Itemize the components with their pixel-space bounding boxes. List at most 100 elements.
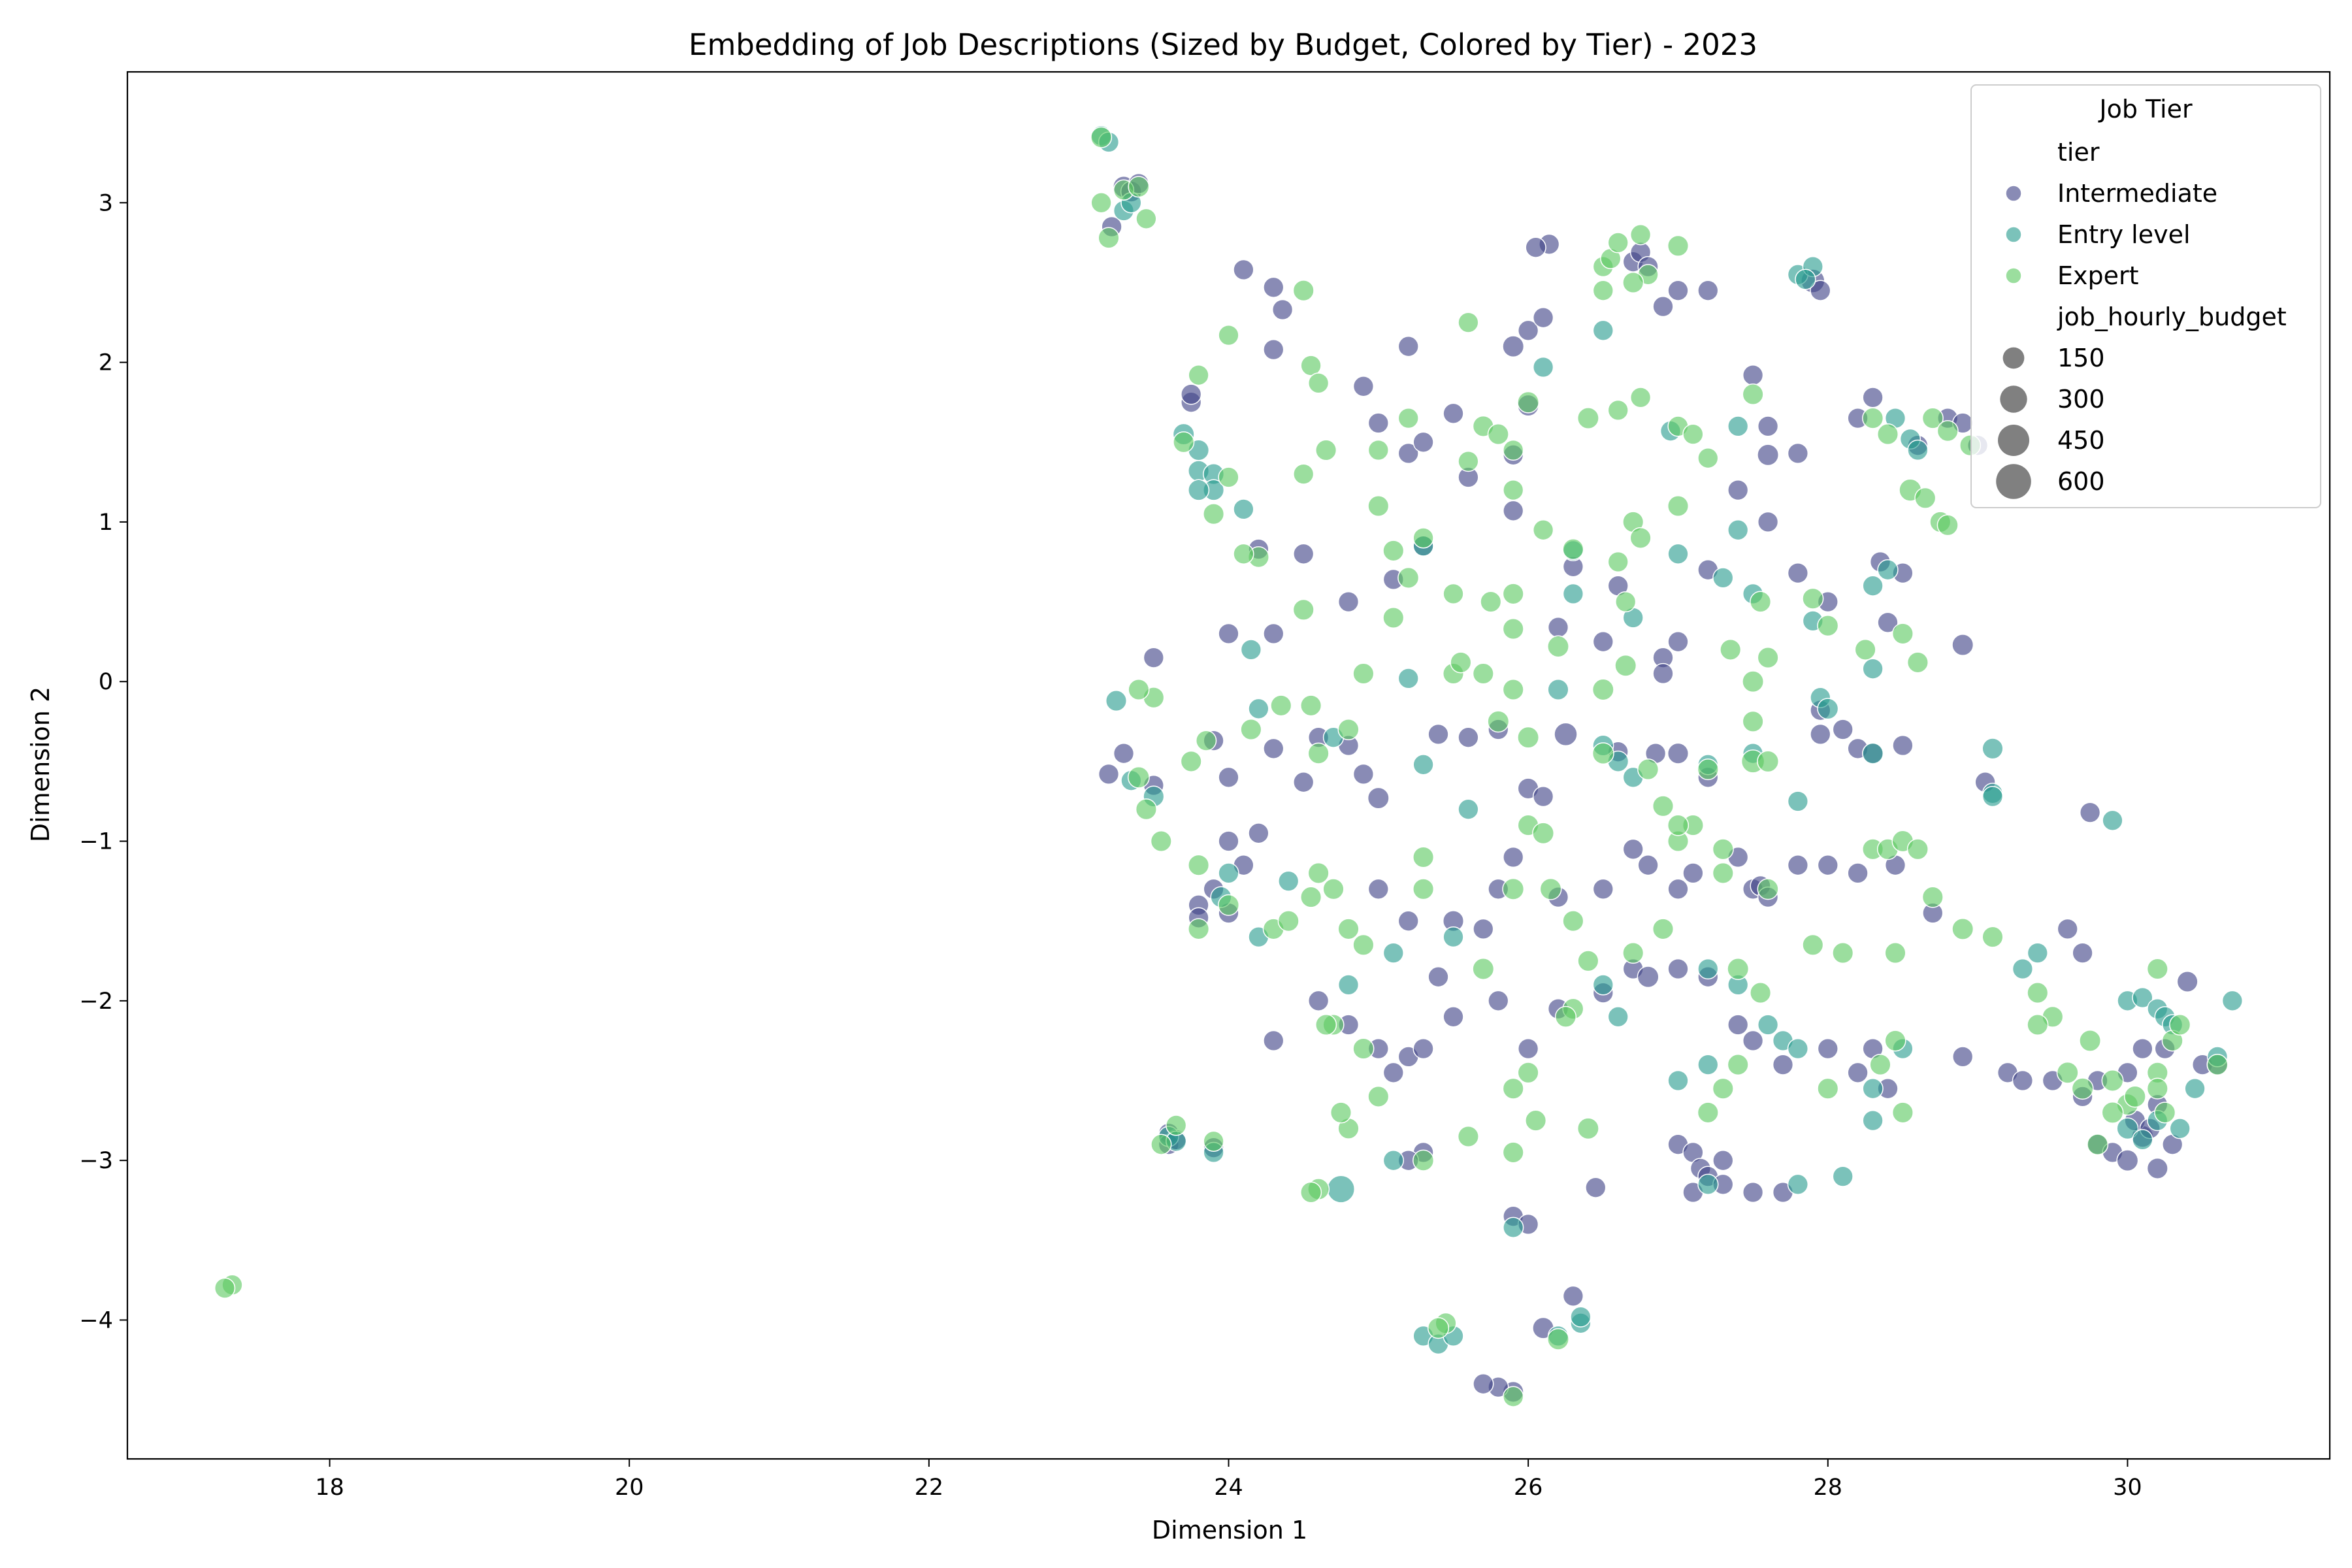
data-point (1382, 1062, 1404, 1083)
data-point (1757, 878, 1779, 900)
data-point (1502, 618, 1524, 640)
data-point (1802, 587, 1824, 610)
data-point (1817, 1037, 1838, 1060)
data-point (1458, 450, 1479, 472)
data-point (1817, 615, 1839, 637)
data-point (1143, 647, 1164, 668)
data-point (1166, 1115, 1187, 1136)
data-point (1607, 232, 1629, 253)
data-point (1921, 407, 1944, 429)
data-point (1742, 365, 1764, 386)
data-point (1712, 1150, 1734, 1171)
data-point (1128, 176, 1150, 198)
y-tick-label: 0 (99, 669, 113, 695)
data-point (1480, 591, 1502, 613)
data-point (1562, 910, 1584, 932)
data-point (1532, 519, 1554, 541)
legend-size-label: 150 (2057, 344, 2105, 372)
data-point (1862, 407, 1884, 429)
data-point (1712, 838, 1734, 860)
data-point (1532, 785, 1554, 808)
data-point (1502, 1077, 1524, 1100)
data-point (1697, 1173, 1719, 1195)
data-point (1263, 276, 1284, 298)
data-point (2101, 1101, 2124, 1124)
data-point (2027, 982, 2049, 1004)
data-point (1248, 823, 1269, 844)
data-point (2116, 1117, 2139, 1140)
data-point (1105, 690, 1128, 712)
data-point (1502, 583, 1524, 605)
data-point (1614, 654, 1637, 677)
data-point (1263, 338, 1284, 361)
data-point (1862, 1109, 1884, 1132)
legend-size-marker (1998, 425, 2029, 456)
data-point (1554, 722, 1578, 747)
data-point (1877, 559, 1899, 581)
data-point (1952, 917, 1974, 940)
data-point (1832, 942, 1854, 964)
data-point (1413, 527, 1434, 549)
data-point (1742, 1181, 1764, 1203)
plot-area (214, 125, 2244, 1407)
series-entry-level (1090, 125, 2244, 1355)
data-point (1458, 312, 1479, 333)
data-point (1352, 763, 1375, 785)
data-point (1326, 1175, 1356, 1203)
data-point (1218, 466, 1239, 488)
data-point (1906, 838, 1929, 860)
x-tick-label: 28 (1814, 1475, 1843, 1501)
data-point (1877, 612, 1899, 633)
data-point (1271, 299, 1294, 321)
data-point (1652, 918, 1674, 940)
data-point (1270, 694, 1292, 717)
legend-size-label: 600 (2057, 467, 2105, 496)
data-point (1629, 224, 1652, 246)
data-point (1652, 662, 1674, 685)
data-point (1667, 543, 1689, 564)
data-point (1667, 631, 1689, 653)
data-point (1547, 1328, 1569, 1350)
data-point (2087, 1134, 2109, 1156)
legend-size-header: job_hourly_budget (2057, 302, 2287, 331)
data-point (1720, 638, 1742, 661)
data-point (1181, 384, 1202, 405)
data-point (2101, 1070, 2124, 1092)
data-point (1576, 1117, 1599, 1140)
data-point (1750, 982, 1772, 1004)
data-point (1629, 387, 1652, 408)
data-point (1337, 591, 1360, 613)
legend-size-marker (2002, 347, 2025, 369)
legend-marker (2005, 185, 2022, 202)
y-tick-label: 1 (99, 510, 113, 536)
data-point (1428, 966, 1449, 988)
data-point (1300, 1181, 1322, 1203)
data-point (2057, 918, 2078, 940)
data-point (2132, 1129, 2153, 1151)
data-point (1397, 566, 1420, 589)
data-point (1712, 1077, 1734, 1100)
data-point (1263, 623, 1284, 645)
data-point (1300, 355, 1322, 376)
data-point (2056, 1061, 2079, 1084)
data-point (1757, 416, 1779, 437)
data-point (1622, 838, 1644, 860)
data-point (1742, 383, 1764, 406)
data-point (2132, 987, 2153, 1009)
data-point (1240, 718, 1262, 741)
data-point (1667, 235, 1690, 257)
data-point (1697, 1102, 1719, 1124)
data-point (1503, 500, 1524, 521)
legend-size-label: 450 (2057, 426, 2105, 455)
data-point (1517, 1037, 1539, 1060)
data-point (1367, 439, 1389, 461)
legend: Job Tier tier Intermediate Entry level Exper… (1970, 84, 2321, 508)
data-point (2169, 1013, 2191, 1036)
data-point (1443, 926, 1464, 948)
data-point (1233, 498, 1254, 520)
data-point (1352, 934, 1375, 956)
data-point (1188, 365, 1209, 386)
data-point (1292, 598, 1315, 621)
data-point (1337, 918, 1360, 940)
data-point (1503, 1217, 1524, 1238)
